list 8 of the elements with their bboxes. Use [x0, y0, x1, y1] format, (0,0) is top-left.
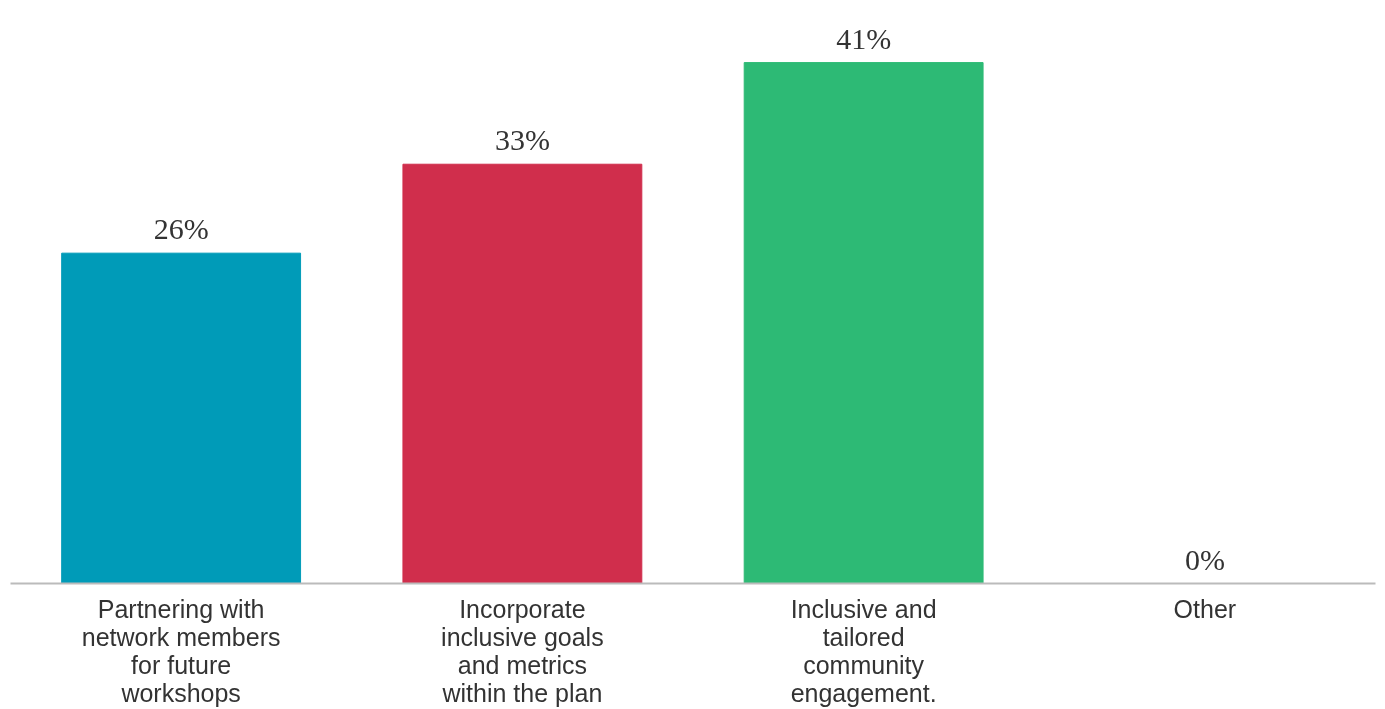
data-label: 41% — [836, 21, 892, 55]
data-label: 0% — [1184, 542, 1225, 576]
data-label: 26% — [153, 212, 209, 246]
x-tick-label: Inclusive and tailored community engagement. — [790, 594, 937, 707]
x-tick-label: Partnering with network members for future workshops — [81, 594, 281, 707]
data-label: 33% — [494, 123, 550, 157]
x-tick-label: Incorporate inclusive goals and metrics within the plan — [441, 594, 604, 707]
x-tick-label: Other — [1173, 594, 1237, 623]
